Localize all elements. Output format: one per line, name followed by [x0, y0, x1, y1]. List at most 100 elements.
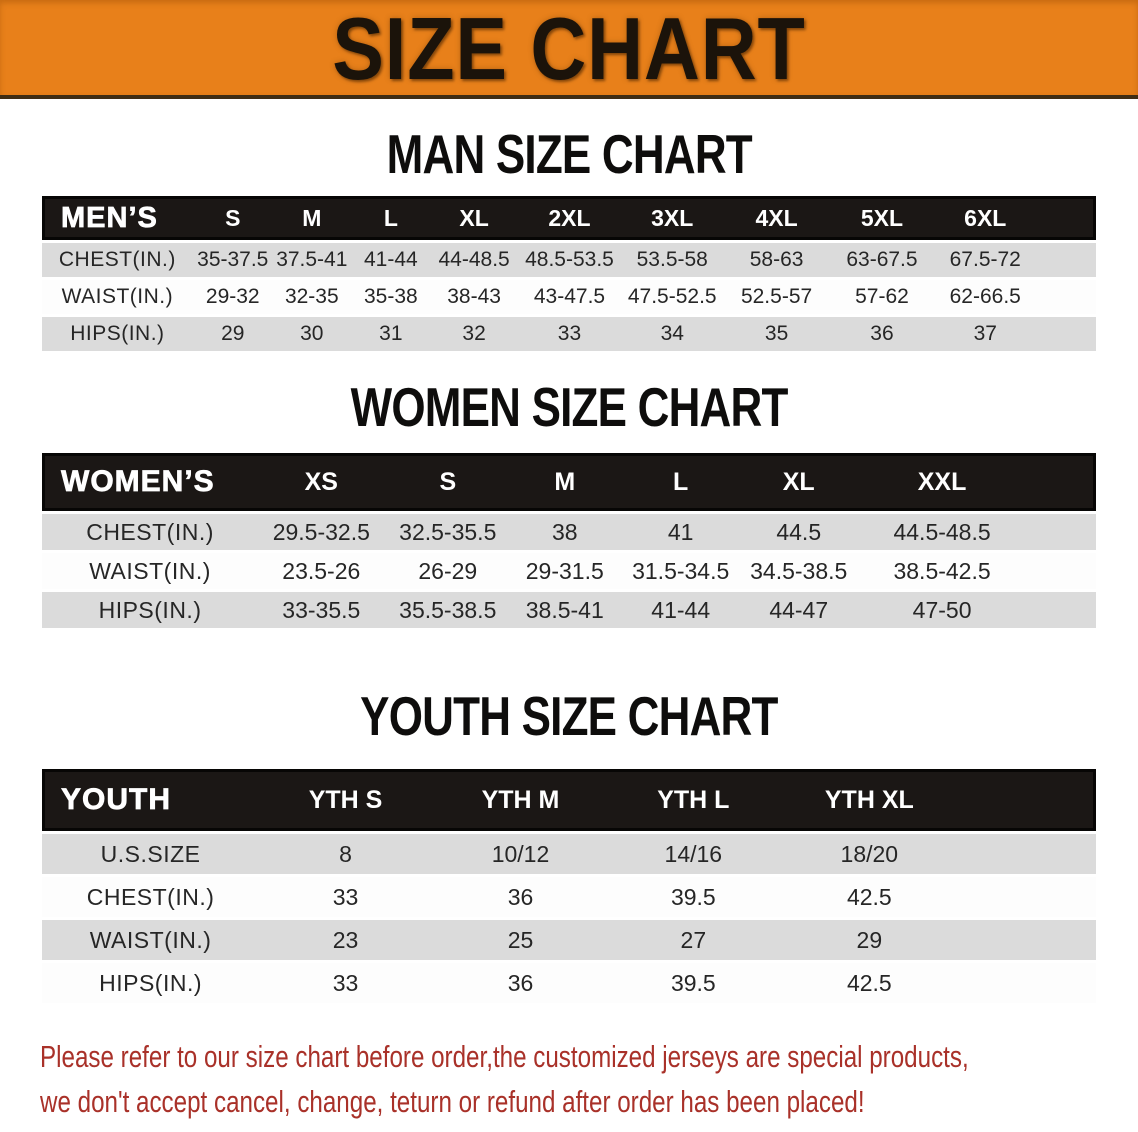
disclaimer: Please refer to our size chart before or…	[40, 1034, 1138, 1124]
table-row: CHEST(IN.) 35-37.5 37.5-41 41-44 44-48.5 48.5…	[42, 243, 1096, 277]
size-cell: 44-47	[742, 592, 855, 628]
size-cell: 33	[259, 877, 432, 917]
size-cell: 38-43	[430, 280, 518, 314]
size-cell: 34.5-38.5	[742, 553, 855, 589]
men-size-table-host: MEN’S S M L XL 2XL 3XL 4XL 5XL 6XL CHEST(IN.) 35-37…	[0, 193, 1138, 354]
size-cell: 29	[777, 920, 962, 960]
size-cell: 32-35	[272, 280, 351, 314]
spacer-cell	[1036, 196, 1096, 240]
spacer-cell	[961, 769, 1096, 831]
size-cell: 32.5-35.5	[384, 514, 512, 550]
size-cell: 44.5	[742, 514, 855, 550]
size-column-header: XXL	[854, 453, 1030, 511]
row-label: WAIST(IN.)	[42, 553, 259, 589]
size-cell: 41-44	[350, 243, 431, 277]
size-column-header: YTH L	[609, 769, 778, 831]
size-cell: 31.5-34.5	[618, 553, 743, 589]
row-label: U.S.SIZE	[42, 834, 260, 874]
size-cell: 23.5-26	[258, 553, 385, 589]
size-cell: 33	[517, 317, 622, 351]
size-cell: 67.5-72	[933, 243, 1037, 277]
size-cell: 31	[350, 317, 431, 351]
size-column-header: XL	[742, 453, 855, 511]
size-cell: 36	[830, 317, 934, 351]
size-cell: 33	[259, 963, 432, 1003]
size-cell: 38.5-42.5	[854, 553, 1030, 589]
disclaimer-line-1-text: Please refer to our size chart before or…	[40, 1039, 969, 1074]
size-cell: 63-67.5	[830, 243, 934, 277]
men-size-table: MEN’S S M L XL 2XL 3XL 4XL 5XL 6XL CHEST(IN.) 35-37…	[42, 193, 1096, 354]
size-column-header: M	[511, 453, 619, 511]
size-cell: 29-31.5	[511, 553, 619, 589]
table-row: U.S.SIZE 8 10/12 14/16 18/20	[42, 834, 1096, 874]
disclaimer-line-2: we don't accept cancel, change, teturn o…	[40, 1079, 1138, 1124]
size-cell: 39.5	[609, 877, 778, 917]
size-cell: 53.5-58	[621, 243, 723, 277]
size-cell: 41	[618, 514, 743, 550]
youth-size-chart-section: YOUTH SIZE CHART YOUTH YTH S YTH M YTH L YTH…	[0, 689, 1138, 1006]
men-section-title: MAN SIZE CHART	[0, 127, 1138, 182]
size-cell: 39.5	[609, 963, 778, 1003]
size-cell: 30	[272, 317, 351, 351]
size-cell: 36	[431, 877, 610, 917]
women-size-table-host: WOMEN’S XS S M L XL XXL CHEST(IN.) 29.5-32.5 32.5…	[0, 450, 1138, 631]
spacer-cell	[1029, 514, 1096, 550]
row-label: WAIST(IN.)	[42, 280, 193, 314]
table-row: WAIST(IN.) 23 25 27 29	[42, 920, 1096, 960]
size-cell: 42.5	[777, 963, 962, 1003]
table-row: CHEST(IN.) 29.5-32.5 32.5-35.5 38 41 44.5 44.5…	[42, 514, 1096, 550]
size-cell: 27	[609, 920, 778, 960]
spacer-cell	[1036, 317, 1096, 351]
row-label: CHEST(IN.)	[42, 243, 193, 277]
size-cell: 38.5-41	[511, 592, 619, 628]
size-cell: 10/12	[431, 834, 610, 874]
table-row: WAIST(IN.) 29-32 32-35 35-38 38-43 43-47.5 47.…	[42, 280, 1096, 314]
women-size-chart-section: WOMEN SIZE CHART WOMEN’S XS S M L XL XXL CHEST(…	[0, 380, 1138, 631]
size-cell: 8	[259, 834, 432, 874]
row-label: CHEST(IN.)	[42, 514, 259, 550]
size-cell: 48.5-53.5	[517, 243, 622, 277]
size-column-header: XS	[258, 453, 385, 511]
size-cell: 35	[722, 317, 831, 351]
size-cell: 43-47.5	[517, 280, 622, 314]
size-cell: 14/16	[609, 834, 778, 874]
size-cell: 57-62	[830, 280, 934, 314]
table-row: WAIST(IN.) 23.5-26 26-29 29-31.5 31.5-34.5 34…	[42, 553, 1096, 589]
size-cell: 18/20	[777, 834, 962, 874]
size-column-header: YTH S	[259, 769, 432, 831]
men-size-chart-section: MAN SIZE CHART MEN’S S M L XL 2XL 3XL 4XL 5XL 6XL…	[0, 127, 1138, 354]
row-label: HIPS(IN.)	[42, 317, 193, 351]
youth-section-title: YOUTH SIZE CHART	[0, 689, 1138, 744]
women-section-title-text: WOMEN SIZE CHART	[350, 376, 789, 438]
row-label: CHEST(IN.)	[42, 877, 260, 917]
women-table-header-row: WOMEN’S XS S M L XL XXL	[42, 453, 1096, 511]
youth-section-title-text: YOUTH SIZE CHART	[360, 685, 778, 747]
size-cell: 52.5-57	[722, 280, 831, 314]
size-cell: 44-48.5	[430, 243, 518, 277]
size-cell: 26-29	[384, 553, 512, 589]
spacer-cell	[961, 877, 1096, 917]
women-section-title: WOMEN SIZE CHART	[0, 380, 1138, 435]
size-column-header: S	[384, 453, 512, 511]
youth-table-header-row: YOUTH YTH S YTH M YTH L YTH XL	[42, 769, 1096, 831]
row-label: HIPS(IN.)	[42, 963, 260, 1003]
size-cell: 62-66.5	[933, 280, 1037, 314]
spacer-cell	[1036, 243, 1096, 277]
spacer-cell	[1029, 453, 1096, 511]
size-cell: 37	[933, 317, 1037, 351]
size-cell: 41-44	[618, 592, 743, 628]
size-column-header: S	[192, 196, 273, 240]
size-column-header: 2XL	[517, 196, 622, 240]
size-cell: 34	[621, 317, 723, 351]
size-cell: 44.5-48.5	[854, 514, 1030, 550]
spacer-cell	[1029, 592, 1096, 628]
spacer-cell	[1029, 553, 1096, 589]
men-table-group-label: MEN’S	[42, 196, 193, 240]
row-label: HIPS(IN.)	[42, 592, 259, 628]
size-cell: 35.5-38.5	[384, 592, 512, 628]
table-row: CHEST(IN.) 33 36 39.5 42.5	[42, 877, 1096, 917]
size-column-header: 4XL	[722, 196, 831, 240]
spacer-cell	[961, 963, 1096, 1003]
men-table-header-row: MEN’S S M L XL 2XL 3XL 4XL 5XL 6XL	[42, 196, 1096, 240]
